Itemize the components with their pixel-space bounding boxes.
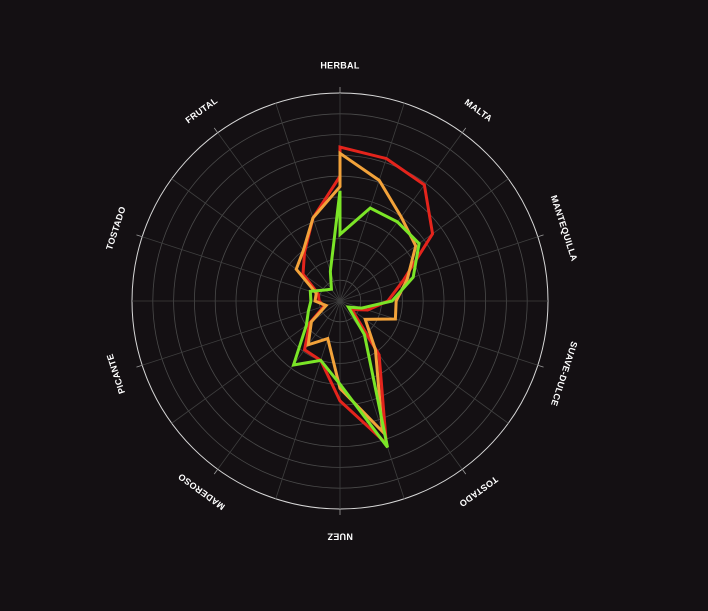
radar-series-line-2 (294, 150, 418, 436)
radar-axis-tick (136, 234, 143, 238)
radar-axis-tick (537, 234, 544, 238)
radar-spoke (339, 178, 509, 302)
radar-spoke (171, 178, 341, 302)
radar-axis-label: MANTEQUILLA (549, 194, 580, 263)
radar-axis-label: NUEZ (327, 532, 353, 542)
radar-axis-tick (213, 127, 219, 133)
radar-spoke (339, 103, 405, 302)
radar-axis-label: TOSTADO (457, 474, 500, 509)
radar-axis-label: HERBAL (320, 60, 360, 70)
radar-spoke (339, 300, 538, 366)
radar-axis-label: MADEROSO (176, 471, 227, 512)
radar-series-line-3 (291, 190, 421, 449)
radar-axis-label: MALTA (463, 97, 495, 124)
radar-spoke (339, 236, 538, 302)
radar-axis-label: TOSTADO (104, 205, 128, 251)
radar-axis-tick (537, 364, 544, 368)
radar-axis-tick (461, 127, 467, 133)
radar-axis-label: FRUTAL (184, 95, 220, 125)
radar-spoke (339, 300, 509, 424)
radar-axis-tick (136, 364, 143, 368)
radar-axis-tick (213, 469, 219, 475)
radar-spoke (217, 132, 341, 302)
radar-spoke (275, 300, 341, 499)
radar-series (291, 145, 435, 449)
radar-axis-tick (461, 469, 467, 475)
radar-spoke (339, 300, 405, 499)
radar-axis-label: PICANTE (105, 352, 127, 395)
radar-axis-label: SUAVE-DULCE (549, 340, 579, 407)
radar-spoke (142, 236, 341, 302)
radar-spoke (217, 300, 341, 470)
